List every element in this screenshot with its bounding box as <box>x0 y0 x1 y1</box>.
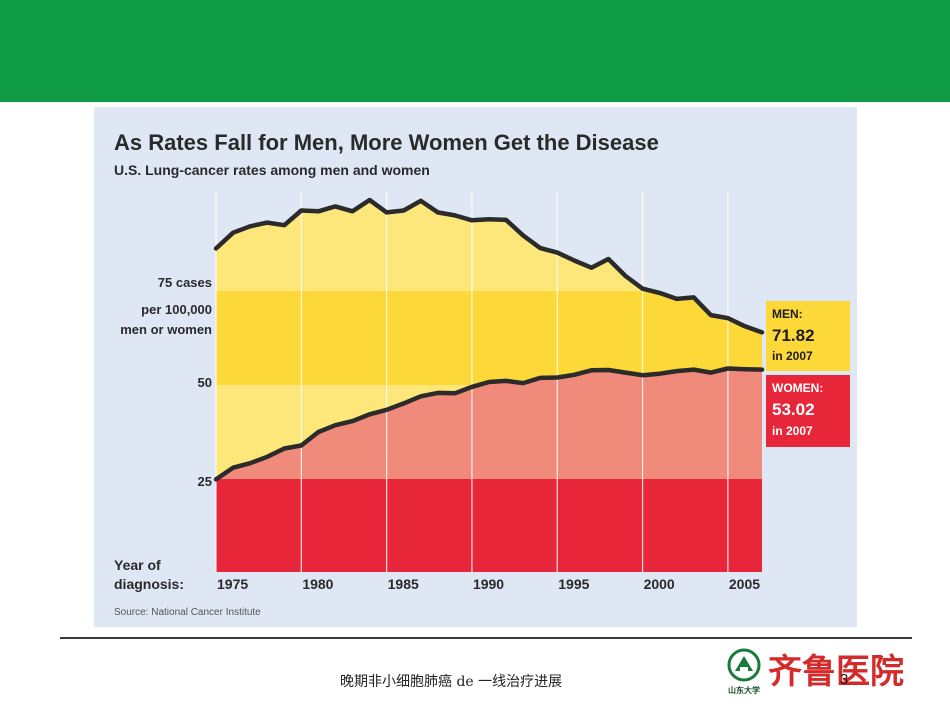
source-note: Source: National Cancer Institute <box>114 607 261 618</box>
men-line <box>213 197 765 335</box>
emblem-text: 山东大学 <box>728 685 760 695</box>
women-label-title: WOMEN: <box>772 381 823 395</box>
x-tick-1975: 1975 <box>217 576 248 592</box>
x-tick-2000: 2000 <box>644 576 675 592</box>
x-tick-1980: 1980 <box>302 576 333 592</box>
men-label-value: 71.82 <box>772 326 815 345</box>
chart-title: As Rates Fall for Men, More Women Get th… <box>114 130 659 155</box>
green-banner <box>0 0 950 102</box>
men-band-above-75 <box>216 200 762 291</box>
men-label-title: MEN: <box>772 307 803 321</box>
women-label-value: 53.02 <box>772 400 815 419</box>
vertical-gridlines <box>215 192 729 572</box>
women-end-label: WOMEN: 53.02 in 2007 <box>766 375 850 447</box>
university-emblem-icon: 山东大学 <box>727 648 761 695</box>
x-axis-label-line-2: diagnosis: <box>114 576 184 592</box>
x-tick-labels: 1975 1980 1985 1990 1995 2000 2005 <box>217 576 760 592</box>
y-unit-line-2: men or women <box>120 322 212 337</box>
chart-panel: As Rates Fall for Men, More Women Get th… <box>94 107 857 627</box>
x-tick-2005: 2005 <box>729 576 760 592</box>
men-end-label: MEN: 71.82 in 2007 <box>766 301 850 371</box>
y-unit-line-1: per 100,000 <box>141 302 212 317</box>
y-tick-75-label: 75 cases <box>158 275 212 290</box>
chart-subtitle: U.S. Lung-cancer rates among men and wom… <box>114 162 430 178</box>
y-tick-50-label: 50 <box>198 375 212 390</box>
footer-divider <box>60 637 912 639</box>
x-axis-label-line-1: Year of <box>114 557 161 573</box>
women-label-year: in 2007 <box>772 424 813 438</box>
lung-cancer-chart: As Rates Fall for Men, More Women Get th… <box>114 130 850 618</box>
women-fill-area <box>216 368 762 572</box>
x-tick-1995: 1995 <box>558 576 589 592</box>
slide-caption: 晚期非小细胞肺癌 de 一线治疗进展 <box>340 674 563 690</box>
hospital-name-text: 齐鲁医院 <box>768 652 904 692</box>
y-tick-25-label: 25 <box>198 474 212 489</box>
men-band-50-75 <box>216 291 762 385</box>
women-band-below-25 <box>216 479 762 572</box>
women-line <box>213 366 765 482</box>
x-tick-1985: 1985 <box>388 576 419 592</box>
page-number: 3 <box>840 671 849 688</box>
hospital-logo: 山东大学 齐鲁医院 <box>727 648 904 695</box>
series-lines <box>213 197 765 482</box>
x-tick-1990: 1990 <box>473 576 504 592</box>
men-label-year: in 2007 <box>772 349 813 363</box>
